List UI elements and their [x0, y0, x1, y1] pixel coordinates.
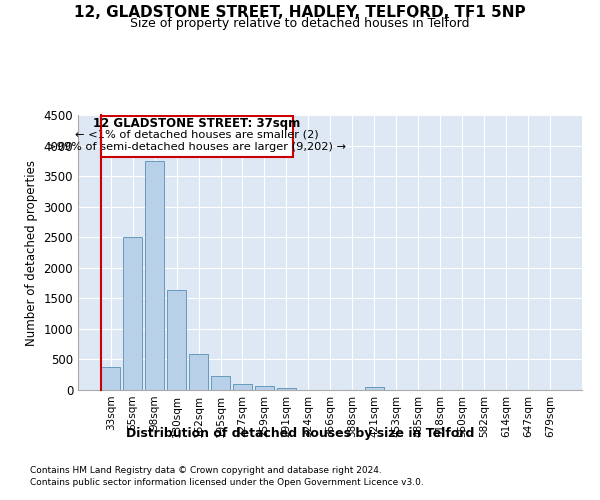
Y-axis label: Number of detached properties: Number of detached properties [25, 160, 38, 346]
Bar [277, 388, 296, 390]
Text: Distribution of detached houses by size in Telford: Distribution of detached houses by size … [126, 428, 474, 440]
Bar [233, 384, 252, 390]
Bar [189, 354, 208, 390]
Bar [365, 386, 383, 390]
Text: Contains public sector information licensed under the Open Government Licence v3: Contains public sector information licen… [30, 478, 424, 487]
Bar [167, 290, 186, 390]
Bar [211, 376, 230, 390]
Text: Size of property relative to detached houses in Telford: Size of property relative to detached ho… [130, 18, 470, 30]
Text: Contains HM Land Registry data © Crown copyright and database right 2024.: Contains HM Land Registry data © Crown c… [30, 466, 382, 475]
Bar [101, 368, 120, 390]
Bar [255, 386, 274, 390]
Bar [145, 161, 164, 390]
Text: 12, GLADSTONE STREET, HADLEY, TELFORD, TF1 5NP: 12, GLADSTONE STREET, HADLEY, TELFORD, T… [74, 5, 526, 20]
Text: ← <1% of detached houses are smaller (2): ← <1% of detached houses are smaller (2) [75, 130, 319, 140]
Bar [101, 116, 293, 157]
Text: 12 GLADSTONE STREET: 37sqm: 12 GLADSTONE STREET: 37sqm [94, 117, 301, 130]
Text: >99% of semi-detached houses are larger (9,202) →: >99% of semi-detached houses are larger … [47, 142, 346, 152]
Bar [124, 237, 142, 390]
